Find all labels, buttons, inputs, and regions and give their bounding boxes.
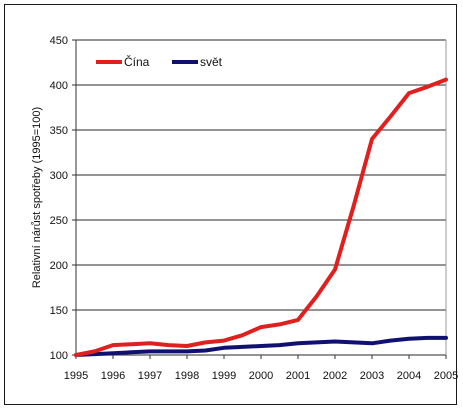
y-tick-label-150: 150 <box>50 305 68 317</box>
series-lines <box>74 77 448 357</box>
y-tick-label-100: 100 <box>50 350 68 362</box>
x-tick-label-2000: 2000 <box>249 370 273 382</box>
x-tick-label-1996: 1996 <box>101 370 125 382</box>
y-axis-label: Relativní nárůst spotřeby (1995=100) <box>31 107 43 288</box>
y-tick-label-300: 300 <box>50 170 68 182</box>
legend: Čína svět <box>96 54 223 69</box>
series-line-svet <box>74 335 448 357</box>
y-tick-label-400: 400 <box>50 80 68 92</box>
x-tick-label-2003: 2003 <box>360 370 384 382</box>
x-tick-label-1997: 1997 <box>138 370 162 382</box>
x-tick-label-1998: 1998 <box>175 370 199 382</box>
x-tick-label-1999: 1999 <box>212 370 236 382</box>
x-tick-label-2005: 2005 <box>434 370 458 382</box>
x-axis-ticks: 1995 1996 1997 1998 1999 2000 2001 2002 2003 2004… <box>64 355 458 382</box>
x-tick-label-2004: 2004 <box>397 370 421 382</box>
x-tick-label-2001: 2001 <box>286 370 310 382</box>
y-tick-label-250: 250 <box>50 215 68 227</box>
y-axis-ticks: 100 150 200 250 300 350 400 450 <box>50 35 68 362</box>
y-tick-label-450: 450 <box>50 35 68 47</box>
legend-label-svet: svět <box>200 55 223 69</box>
x-tick-label-1995: 1995 <box>64 370 88 382</box>
gridlines <box>72 39 447 356</box>
legend-label-cina: Čína <box>124 54 150 69</box>
series-line-cina <box>74 77 448 357</box>
x-tick-label-2002: 2002 <box>323 370 347 382</box>
y-tick-label-350: 350 <box>50 125 68 137</box>
y-tick-label-200: 200 <box>50 260 68 272</box>
